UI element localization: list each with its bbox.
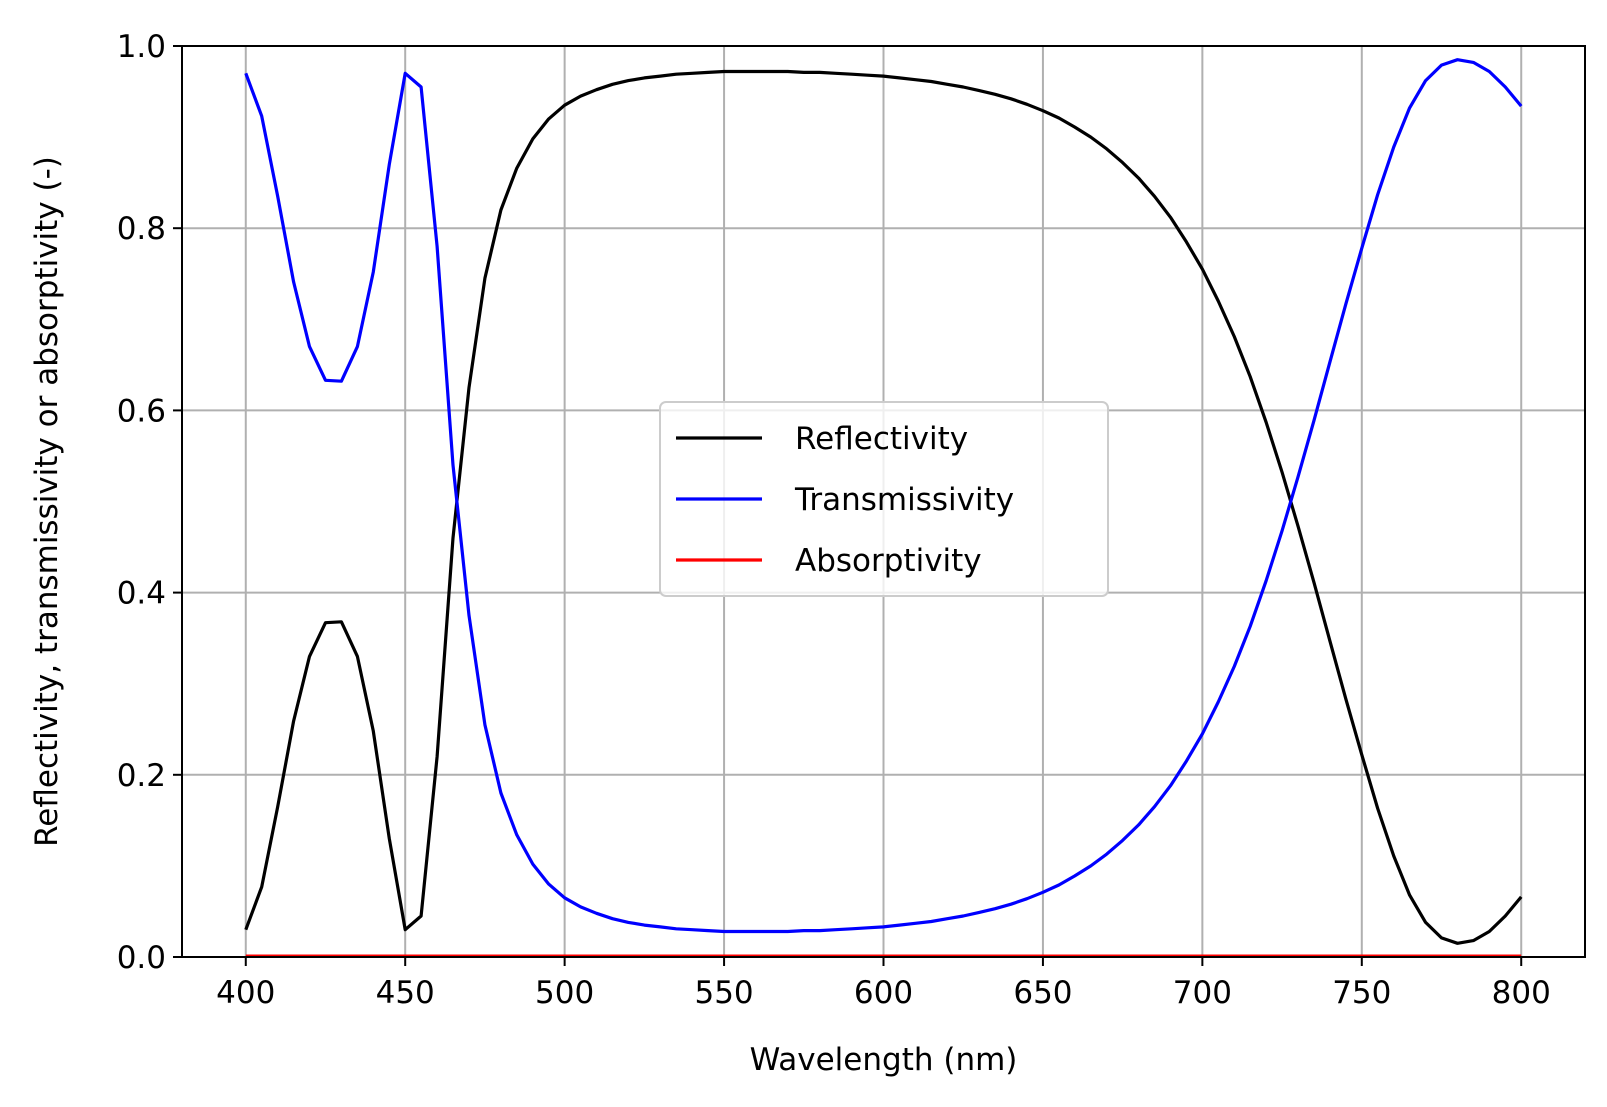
axis-ticks: 400 450 500 550 600 650 700 750 800 0.0 0.2 0.4 0.6 0… [117,29,1551,1011]
legend-label: Transmissivity [794,482,1014,518]
x-tick-label: 700 [1173,975,1232,1011]
y-tick-label: 0.8 [117,211,166,247]
x-tick-label: 500 [535,975,594,1011]
legend-label: Absorptivity [795,543,982,579]
legend-label: Reflectivity [795,421,968,457]
y-axis-label: Reflectivity, transmissivity or absorpti… [29,156,65,847]
y-tick-label: 0.0 [117,940,166,976]
x-tick-label: 450 [376,975,435,1011]
legend-box [659,401,1109,597]
legend: Reflectivity Transmissivity Absorptivity [659,401,1109,597]
y-tick-label: 0.4 [117,576,166,612]
x-tick-label: 400 [216,975,275,1011]
x-tick-label: 750 [1332,975,1391,1011]
x-tick-label: 600 [854,975,913,1011]
y-tick-label: 1.0 [117,29,166,65]
x-axis-label: Wavelength (nm) [750,1042,1018,1078]
x-tick-label: 800 [1492,975,1551,1011]
x-tick-label: 650 [1013,975,1072,1011]
series-line-reflectivity [244,69,1523,945]
y-tick-label: 0.2 [117,758,166,794]
series-line-transmissivity [244,58,1523,934]
x-tick-label: 550 [694,975,753,1011]
y-tick-label: 0.6 [117,393,166,429]
